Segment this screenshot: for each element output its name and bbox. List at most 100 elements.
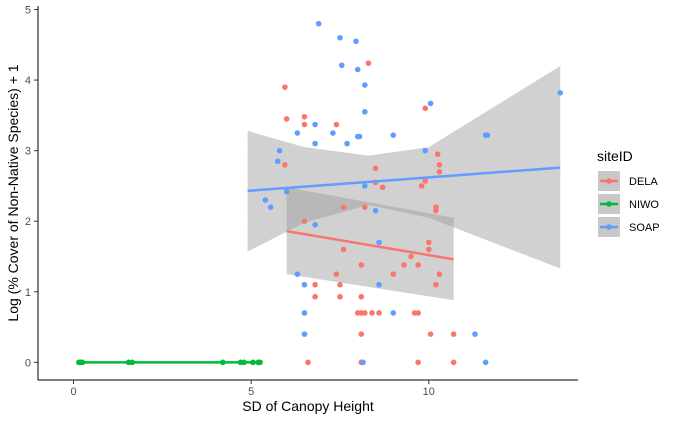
y-tick-label: 2 [25, 216, 31, 228]
dela-point [376, 310, 382, 316]
y-tick-label: 3 [25, 146, 31, 158]
niwo-point [257, 359, 263, 366]
soap-point [276, 147, 283, 154]
soap-point [294, 130, 301, 136]
soap-point [262, 197, 269, 203]
dela-point [379, 184, 386, 191]
legend-key-niwo [598, 194, 620, 214]
soap-point [315, 20, 322, 27]
legend-key-point [606, 201, 612, 207]
soap-fit-line [247, 166, 561, 193]
dela-point [301, 113, 308, 120]
soap-point [312, 140, 318, 147]
dela-confidence-band [286, 187, 454, 301]
dela-point [436, 161, 443, 168]
dela-point [433, 207, 439, 214]
dela-point [301, 218, 308, 225]
dela-point [305, 359, 311, 366]
soap-point [301, 331, 308, 337]
dela-point [301, 121, 308, 128]
soap-point [356, 133, 363, 140]
dela-point [390, 271, 397, 277]
soap-point [301, 281, 308, 288]
soap-point [301, 310, 308, 316]
soap-confidence-band [247, 65, 561, 269]
dela-point [333, 271, 340, 277]
dela-point [425, 246, 432, 253]
dela-point [425, 239, 432, 246]
legend-key-soap [598, 217, 620, 237]
soap-point [362, 183, 368, 189]
dela-point [340, 246, 347, 253]
dela-point [312, 281, 318, 288]
soap-point [362, 82, 368, 88]
dela-point [422, 178, 429, 184]
soap-point [337, 34, 343, 41]
dela-point [436, 169, 443, 175]
dela-point [434, 151, 441, 157]
legend-key-point [606, 224, 612, 230]
soap-point [283, 188, 290, 195]
soap-point [390, 132, 397, 138]
dela-point [282, 161, 288, 168]
soap-point [390, 310, 397, 316]
soap-point [372, 207, 379, 214]
dela-point [283, 116, 290, 122]
soap-point [376, 281, 382, 288]
soap-point [422, 147, 429, 154]
dela-point [427, 331, 434, 337]
soap-point [482, 359, 489, 366]
dela-point [422, 105, 429, 112]
x-tick-label: 0 [70, 386, 76, 398]
x-tick-label: 5 [248, 386, 254, 398]
soap-point [376, 239, 382, 246]
dela-point [337, 281, 343, 288]
x-ticks: 0 5 10 [70, 380, 435, 398]
dela-point [362, 310, 368, 316]
dela-point [415, 262, 421, 268]
fit-lines [77, 166, 561, 364]
legend-key-point [606, 178, 612, 184]
dela-point [369, 310, 375, 316]
soap-point [330, 130, 336, 136]
dela-point [312, 293, 318, 300]
soap-point [267, 204, 274, 210]
dela-point [358, 293, 365, 300]
dela-fit-line [286, 229, 454, 261]
y-tick-label: 5 [25, 5, 31, 17]
dela-point [340, 204, 347, 210]
x-axis-title: SD of Canopy Height [242, 398, 374, 414]
soap-point [338, 62, 345, 69]
confidence-bands [247, 65, 561, 301]
soap-point [472, 331, 478, 337]
legend-label-dela: DELA [629, 176, 658, 188]
soap-point [360, 359, 366, 366]
dela-point [433, 281, 439, 288]
dela-point [450, 359, 457, 366]
dela-point [358, 331, 365, 337]
soap-point [427, 100, 434, 107]
soap-point [344, 140, 350, 147]
dela-point [362, 204, 368, 210]
data-points [76, 20, 564, 366]
dela-point [358, 262, 365, 268]
y-ticks: 0 1 2 3 4 5 [25, 5, 38, 369]
soap-point [353, 38, 359, 45]
soap-point [484, 132, 491, 138]
dela-point [401, 262, 407, 268]
dela-point [415, 310, 421, 316]
dela-point [450, 331, 457, 337]
legend-title: siteID [597, 148, 633, 164]
legend: siteID DELA NIWO SOAP [597, 148, 660, 237]
soap-point [294, 271, 301, 277]
dela-point [333, 121, 340, 128]
soap-point [312, 121, 318, 128]
y-axis-title: Log (% Cover of Non-Native Species) + 1 [5, 64, 21, 321]
soap-point [312, 221, 318, 228]
dela-point [418, 183, 425, 189]
soap-point [275, 158, 281, 165]
axes [37, 6, 578, 381]
dela-point [372, 165, 379, 172]
legend-label-niwo: NIWO [629, 199, 659, 211]
dela-point [365, 60, 372, 66]
